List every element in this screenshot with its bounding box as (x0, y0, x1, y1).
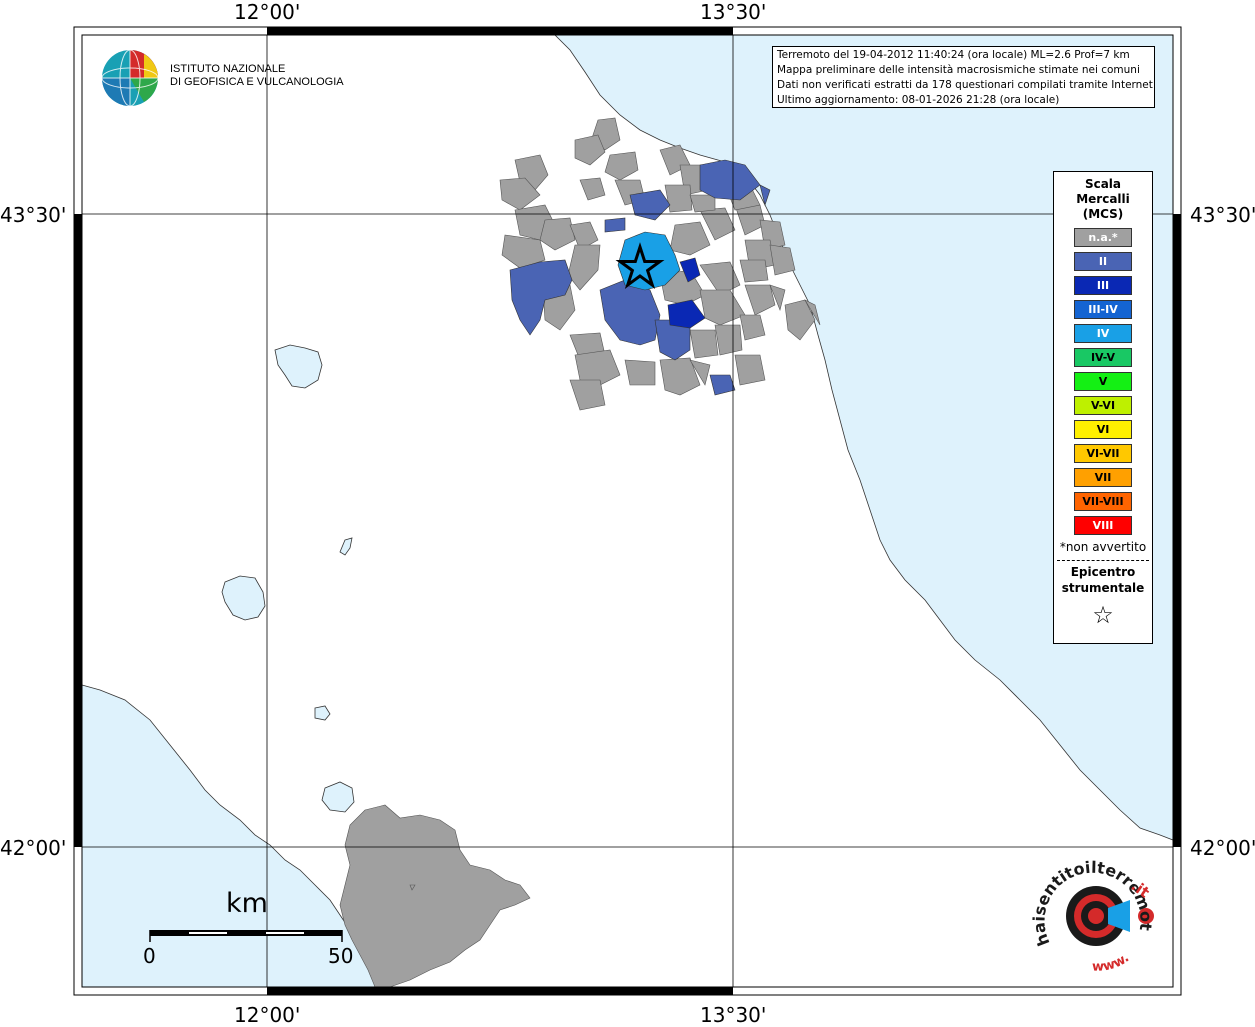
ingv-logo-line1: ISTITUTO NAZIONALE (170, 63, 286, 75)
legend-item: V-VI (1074, 396, 1132, 415)
municipalities-iii (667, 257, 706, 329)
legend-item: VII-VIII (1074, 492, 1132, 511)
ingv-logo-text: ISTITUTO NAZIONALE DI GEOFISICA E VULCAN… (170, 63, 344, 89)
coord-right-upper: 43°30' (1190, 203, 1255, 227)
legend-item: n.a.* (1074, 228, 1132, 247)
coord-top-right: 13°30' (700, 0, 767, 24)
legend-items: n.a.* II III III-IV IV IV-V V V-VI VI VI-VII VII VI… (1054, 228, 1152, 535)
legend-item: V (1074, 372, 1132, 391)
legend-epicenter-label: Epicentro strumentale (1054, 564, 1152, 596)
lake-vico (314, 705, 331, 721)
ingv-globe-icon (101, 49, 159, 107)
legend-title-line2: Mercalli (1076, 192, 1130, 206)
legend-item: IV-V (1074, 348, 1132, 367)
legend-item: IV (1074, 324, 1132, 343)
coord-top-left: 12°00' (234, 0, 301, 24)
legend-title-line1: Scala (1084, 177, 1122, 191)
scale-end-label: 50 (328, 944, 354, 968)
mcs-legend: Scala Mercalli (MCS) n.a.* II III III-IV IV I… (1053, 171, 1153, 644)
lake-bolsena (221, 575, 266, 621)
coord-right-lower: 42°00' (1190, 836, 1255, 860)
legend-star-icon: ☆ (1092, 601, 1114, 629)
rome-area (339, 804, 531, 988)
scale-start-label: 0 (143, 944, 156, 968)
scale-unit-label: km (226, 888, 268, 919)
event-info-line4: Ultimo aggiornamento: 08-01-2026 21:28 (… (777, 94, 1060, 106)
graticule (82, 35, 1173, 987)
legend-note: *non avvertito (1059, 540, 1147, 554)
event-info-line3: Dati non verificati estratti da 178 ques… (777, 79, 1155, 91)
legend-item: III (1074, 276, 1132, 295)
lake-bracciano (321, 781, 355, 813)
legend-item: II (1074, 252, 1132, 271)
municipalities-na (409, 117, 821, 891)
legend-epicenter-line2: strumentale (1061, 581, 1145, 595)
scale-bar (149, 930, 343, 942)
lake-trasimeno (274, 344, 323, 389)
legend-separator (1057, 560, 1149, 561)
coord-left-upper: 43°30' (0, 203, 67, 227)
event-info-line1: Terremoto del 19-04-2012 11:40:24 (ora l… (777, 49, 1130, 61)
epicenter-star (615, 242, 665, 289)
legend-title: Scala Mercalli (MCS) (1054, 177, 1152, 222)
lake-small-1 (339, 537, 353, 556)
haisentito-logo-icon: haisentitoilterremoto www. .it (1030, 858, 1156, 975)
coord-bottom-right: 13°30' (700, 1003, 767, 1027)
coord-left-lower: 42°00' (0, 836, 67, 860)
legend-item: VII (1074, 468, 1132, 487)
watermark-prefix-text: www. (1092, 951, 1132, 975)
svg-text:www.: www. (1092, 951, 1132, 975)
legend-item: VI-VII (1074, 444, 1132, 463)
map-frame (73, 26, 1182, 996)
legend-title-line3: (MCS) (1082, 207, 1124, 221)
legend-item: III-IV (1074, 300, 1132, 319)
legend-item: VIII (1074, 516, 1132, 535)
municipalities-ii (509, 159, 771, 396)
event-info-box: Terremoto del 19-04-2012 11:40:24 (ora l… (772, 46, 1155, 108)
event-info-line2: Mappa preliminare delle intensità macros… (777, 64, 1140, 76)
ingv-logo-line2: DI GEOFISICA E VULCANOLOGIA (170, 76, 344, 88)
legend-epicenter-line1: Epicentro (1070, 565, 1136, 579)
legend-item: VI (1074, 420, 1132, 439)
coord-bottom-left: 12°00' (234, 1003, 301, 1027)
